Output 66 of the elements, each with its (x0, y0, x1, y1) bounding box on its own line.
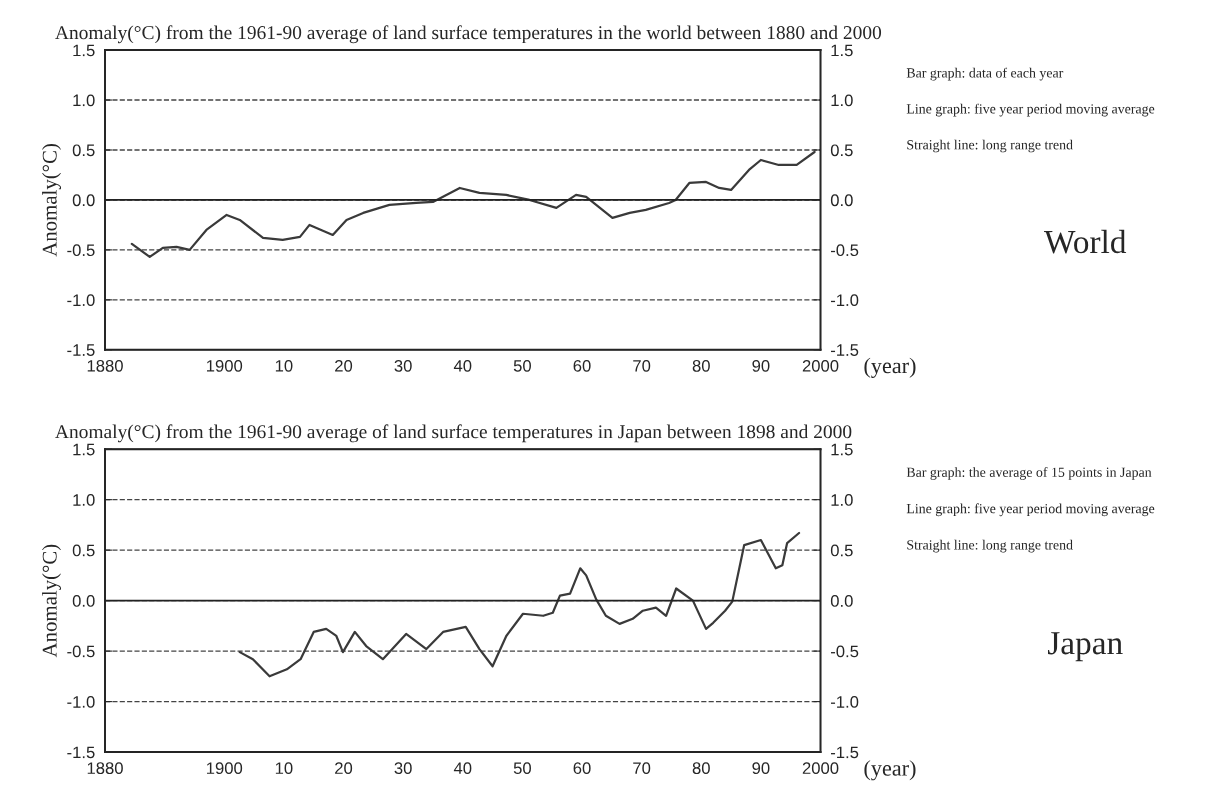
x-tick-label: 80 (692, 762, 710, 775)
x-tick-label: 30 (394, 359, 412, 372)
text: Bar graph: the average of 15 points in Japan (906, 467, 1152, 480)
y2-tick-label: 0.5 (830, 544, 853, 557)
x-tick-label: 40 (453, 762, 472, 775)
chart-title: Anomaly(°C) from the 1961-90 average of land surface temperatures in the world between 1880 and 2000 (55, 25, 882, 44)
chart-title: Anomaly(°C) from the 1961-90 average of land surface temperatures in Japan between 1898 and 2000 (55, 424, 852, 443)
x-tick-label: 80 (692, 359, 710, 372)
y2-tick-label: 1.5 (831, 44, 853, 57)
text: World (1044, 229, 1127, 254)
y2-tick-label: 1.0 (831, 94, 853, 107)
x-tick-label: 60 (573, 359, 591, 372)
x-tick-label: 1880 (87, 762, 123, 775)
y-tick-label: 1.5 (73, 44, 95, 57)
text: Straight line: long range trend (907, 139, 1073, 153)
y2-tick-label: -1.0 (830, 695, 859, 708)
y-axis-title: Anomaly(°C) (42, 144, 62, 257)
text: Straight line: long range trend (907, 539, 1073, 553)
y-tick-label: -1.0 (67, 695, 95, 708)
y2-tick-label: -0.5 (830, 244, 859, 257)
y2-tick-label: 0.0 (830, 595, 853, 607)
y-tick-label: -1.5 (67, 344, 95, 356)
x-tick-label: 50 (513, 762, 531, 775)
y2-tick-label: -1.5 (830, 746, 859, 759)
x-tick-label: 2000 (802, 762, 839, 775)
y2-tick-label: -0.5 (830, 645, 859, 658)
x-tick-label: 60 (573, 762, 591, 775)
y2-tick-label: 0.0 (830, 194, 853, 207)
x-tick-label: 1900 (206, 359, 243, 372)
y-tick-label: 1.0 (73, 94, 95, 107)
x-tick-label: 10 (275, 359, 293, 372)
x-tick-label: 40 (453, 359, 472, 372)
x-tick-label: 90 (752, 762, 770, 775)
x-tick-label: 2000 (802, 359, 839, 372)
x-tick-label: 70 (633, 762, 651, 775)
x-tick-label: 20 (335, 762, 353, 775)
y-tick-label: -1.5 (67, 746, 95, 759)
y-axis-title: Anomaly(°C) (42, 544, 62, 658)
y-tick-label: -0.5 (67, 244, 95, 257)
y-tick-label: 1.0 (73, 494, 95, 506)
x-tick-label: 20 (335, 359, 353, 372)
x-axis-title: (year) (864, 760, 916, 781)
y-tick-label: 1.5 (73, 443, 95, 456)
y2-tick-label: 0.5 (830, 144, 853, 157)
x-tick-label: 1900 (206, 762, 243, 775)
y-tick-label: -1.0 (67, 294, 95, 307)
y-tick-label: 0.0 (72, 194, 95, 207)
y2-tick-label: -1.0 (830, 294, 859, 307)
y-tick-label: 0.0 (72, 595, 95, 607)
x-tick-label: 1880 (87, 359, 123, 372)
x-tick-label: 70 (633, 359, 651, 372)
y-tick-label: -0.5 (67, 645, 95, 658)
text: Japan (1048, 632, 1123, 662)
y2-tick-label: 1.0 (831, 494, 853, 506)
y2-tick-label: -1.5 (830, 344, 859, 356)
x-axis-title: (year) (864, 357, 916, 378)
x-tick-label: 10 (275, 762, 293, 775)
text: Bar graph: data of each year (906, 67, 1064, 81)
y2-tick-label: 1.5 (831, 443, 853, 456)
x-tick-label: 30 (394, 762, 412, 775)
y-tick-label: 0.5 (72, 544, 95, 557)
x-tick-label: 50 (513, 359, 531, 372)
text: Line graph: five year period moving average (906, 103, 1155, 117)
text: Line graph: five year period moving average (906, 503, 1155, 517)
x-tick-label: 90 (752, 359, 770, 372)
y-tick-label: 0.5 (72, 144, 95, 157)
